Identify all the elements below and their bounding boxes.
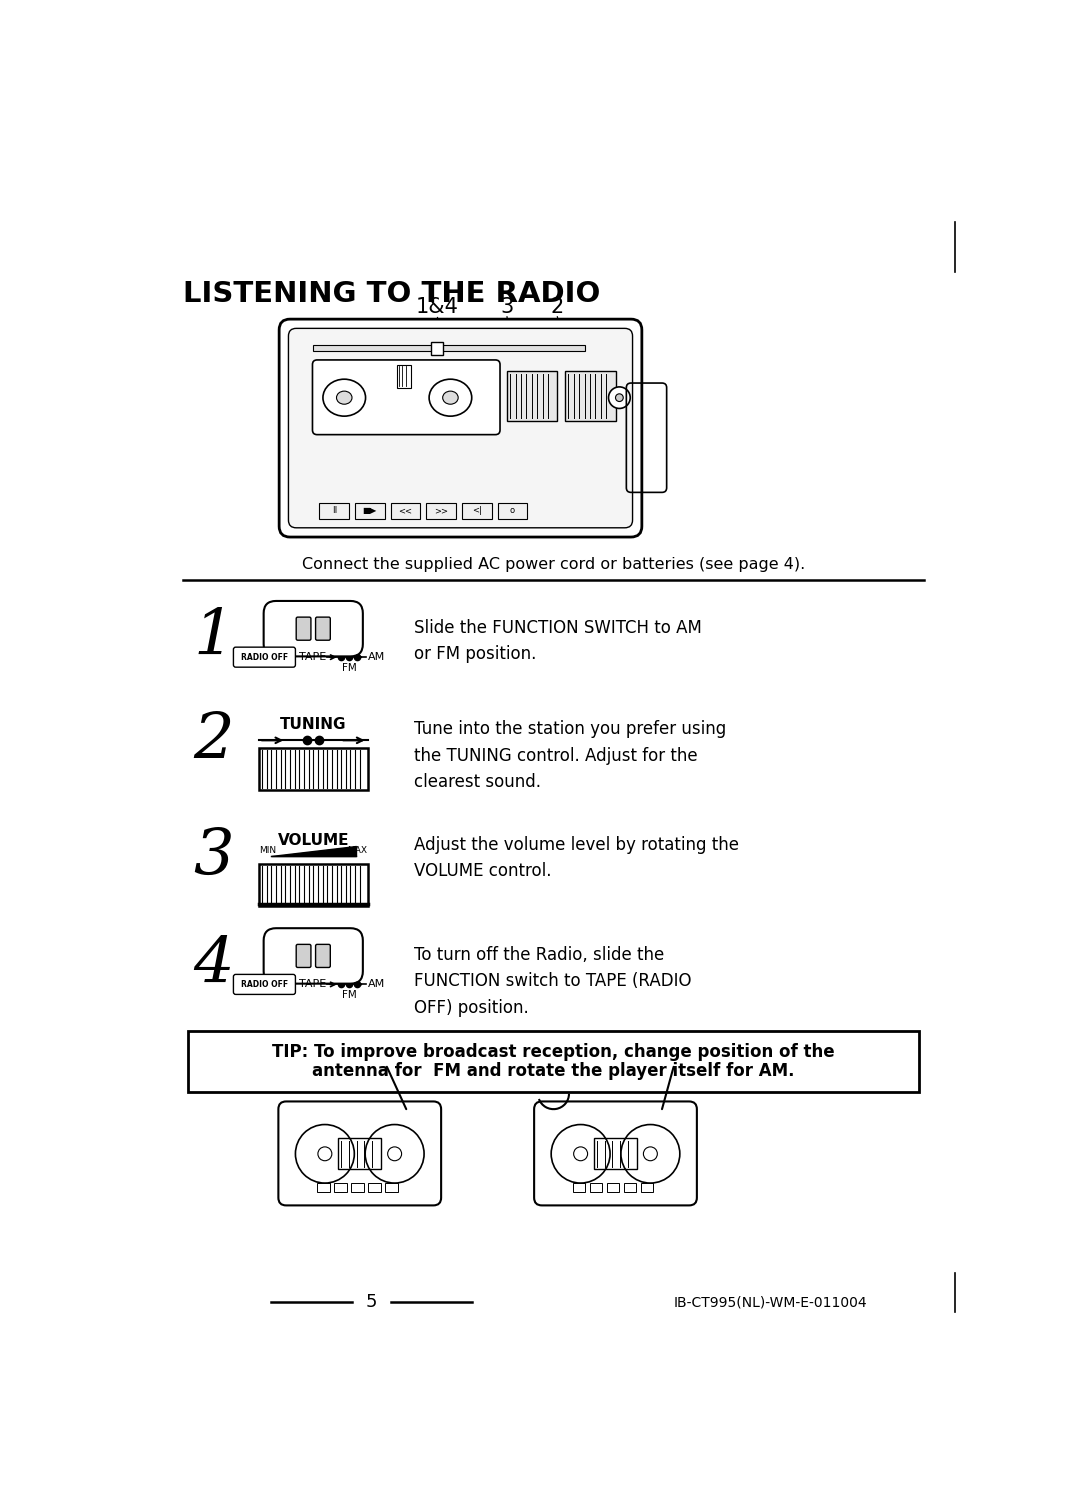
- Bar: [391, 503, 420, 518]
- Text: o: o: [510, 506, 515, 515]
- Bar: [607, 1183, 619, 1191]
- Text: Adjust the volume level by rotating the
VOLUME control.: Adjust the volume level by rotating the …: [414, 836, 739, 881]
- Text: To turn off the Radio, slide the
FUNCTION switch to TAPE (RADIO
OFF) position.: To turn off the Radio, slide the FUNCTIO…: [414, 945, 691, 1017]
- Text: TAPE: TAPE: [299, 652, 326, 662]
- FancyBboxPatch shape: [264, 601, 363, 656]
- Bar: [572, 1183, 585, 1191]
- Text: RADIO OFF: RADIO OFF: [241, 980, 288, 989]
- FancyBboxPatch shape: [315, 944, 330, 968]
- Bar: [259, 748, 367, 791]
- Text: 2: 2: [193, 712, 233, 773]
- Text: <<: <<: [399, 506, 413, 515]
- Bar: [320, 503, 349, 518]
- Bar: [565, 370, 616, 421]
- Text: TIP: To improve broadcast reception, change position of the: TIP: To improve broadcast reception, cha…: [272, 1043, 835, 1061]
- Ellipse shape: [608, 386, 631, 409]
- Text: 4: 4: [193, 935, 233, 996]
- Text: 5: 5: [366, 1293, 377, 1311]
- Bar: [462, 503, 491, 518]
- Bar: [368, 1183, 380, 1191]
- Ellipse shape: [323, 379, 365, 416]
- Text: 3: 3: [193, 827, 233, 888]
- Bar: [355, 503, 384, 518]
- Text: 3: 3: [500, 297, 514, 316]
- Text: Ⅱ: Ⅱ: [332, 506, 336, 515]
- Text: RADIO OFF: RADIO OFF: [241, 653, 288, 662]
- Bar: [188, 1031, 919, 1092]
- Text: ■▶: ■▶: [363, 506, 377, 515]
- Ellipse shape: [616, 394, 623, 401]
- Bar: [498, 503, 527, 518]
- Text: antenna for  FM and rotate the player itself for AM.: antenna for FM and rotate the player its…: [312, 1062, 795, 1080]
- Bar: [351, 1183, 364, 1191]
- Bar: [427, 503, 456, 518]
- FancyBboxPatch shape: [296, 944, 311, 968]
- Text: VOLUME: VOLUME: [278, 833, 349, 848]
- Ellipse shape: [337, 391, 352, 404]
- Text: 1: 1: [193, 607, 233, 668]
- Bar: [507, 370, 557, 421]
- Polygon shape: [271, 846, 356, 855]
- Text: TUNING: TUNING: [280, 718, 347, 733]
- Text: LISTENING TO THE RADIO: LISTENING TO THE RADIO: [183, 280, 600, 309]
- Bar: [642, 1183, 653, 1191]
- Text: MAX: MAX: [348, 846, 367, 855]
- Text: <|: <|: [472, 506, 482, 515]
- Text: 1&4: 1&4: [416, 297, 459, 316]
- Text: MIN: MIN: [259, 846, 276, 855]
- FancyBboxPatch shape: [233, 974, 296, 995]
- Bar: [386, 1183, 397, 1191]
- Text: 2: 2: [551, 297, 564, 316]
- Text: Connect the supplied AC power cord or batteries (see page 4).: Connect the supplied AC power cord or ba…: [302, 557, 805, 572]
- FancyBboxPatch shape: [312, 360, 500, 434]
- Ellipse shape: [429, 379, 472, 416]
- Text: TAPE: TAPE: [299, 980, 326, 989]
- Bar: [318, 1183, 329, 1191]
- Bar: [590, 1183, 603, 1191]
- Bar: [334, 1183, 347, 1191]
- FancyBboxPatch shape: [233, 647, 296, 667]
- Text: >>: >>: [434, 506, 448, 515]
- Text: AM: AM: [368, 980, 386, 989]
- Text: Tune into the station you prefer using
the TUNING control. Adjust for the
cleare: Tune into the station you prefer using t…: [414, 721, 726, 791]
- Bar: [397, 364, 410, 388]
- Text: AM: AM: [368, 652, 386, 662]
- Bar: [431, 342, 444, 355]
- Bar: [338, 1138, 381, 1170]
- Text: FM: FM: [341, 990, 356, 1001]
- Text: FM: FM: [341, 664, 356, 673]
- Bar: [259, 863, 367, 906]
- FancyBboxPatch shape: [279, 319, 642, 538]
- FancyBboxPatch shape: [296, 617, 311, 640]
- Text: IB-CT995(NL)-WM-E-011004: IB-CT995(NL)-WM-E-011004: [674, 1296, 867, 1309]
- Bar: [624, 1183, 636, 1191]
- Ellipse shape: [443, 391, 458, 404]
- Text: Slide the FUNCTION SWITCH to AM
or FM position.: Slide the FUNCTION SWITCH to AM or FM po…: [414, 619, 702, 664]
- FancyBboxPatch shape: [288, 328, 633, 527]
- Bar: [313, 346, 584, 352]
- FancyBboxPatch shape: [264, 929, 363, 984]
- Bar: [594, 1138, 637, 1170]
- FancyBboxPatch shape: [315, 617, 330, 640]
